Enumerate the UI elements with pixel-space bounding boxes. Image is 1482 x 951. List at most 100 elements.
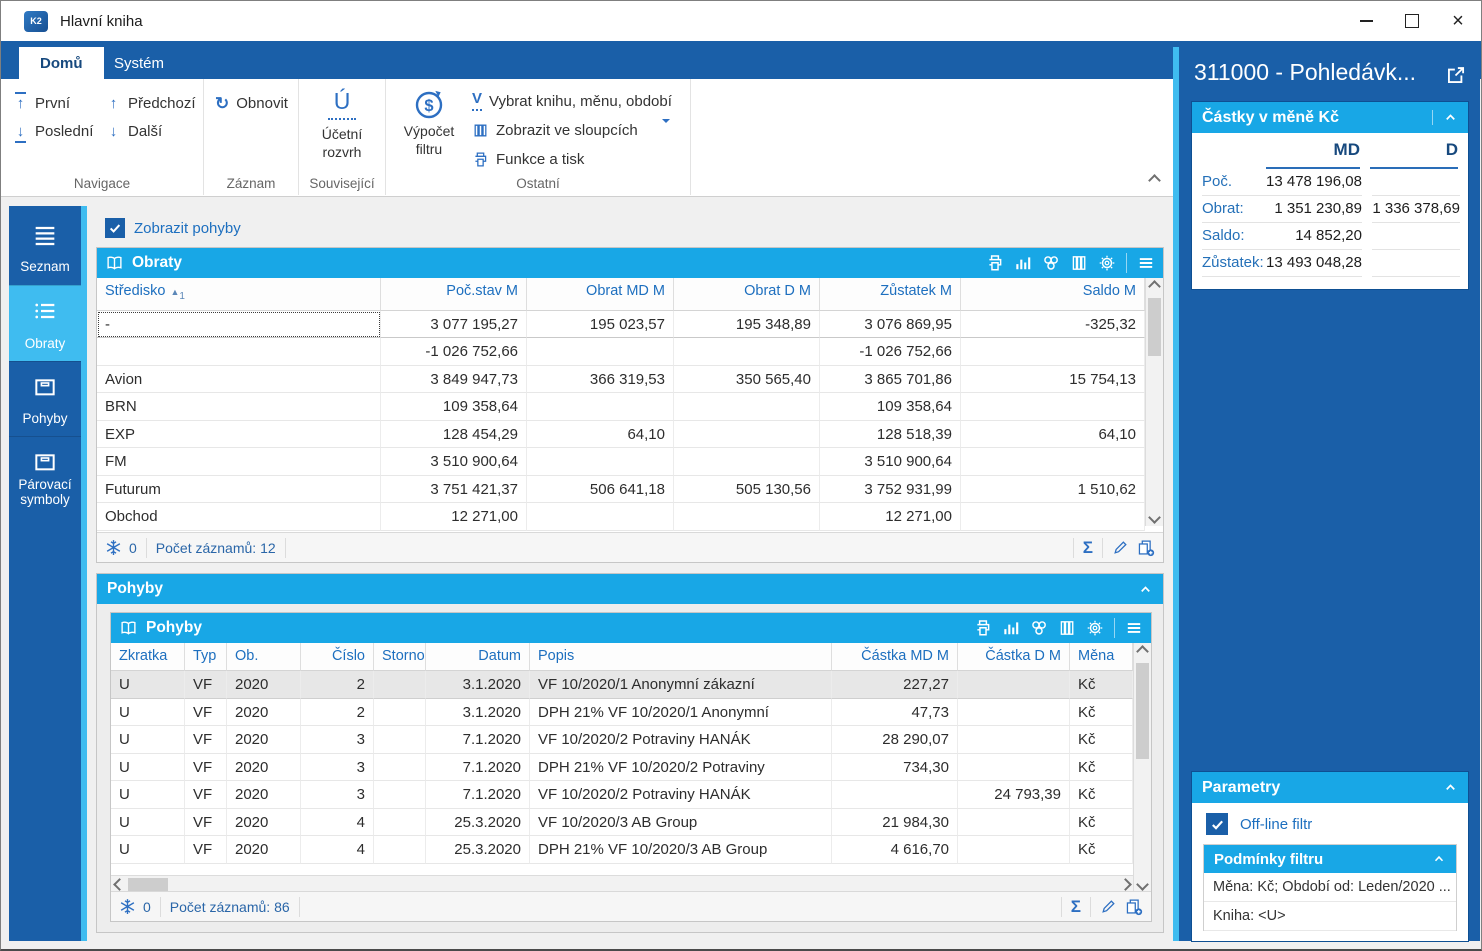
cell-obrat-d[interactable] [674,503,820,531]
column-cislo[interactable]: Číslo [301,643,374,671]
cell-cislo[interactable]: 2 [301,698,374,726]
cell-castka-d[interactable] [958,808,1070,836]
cell-castka-d[interactable] [958,753,1070,781]
sidebar-item-parovaci-symboly[interactable]: Párovací symboly [9,436,81,517]
cell-ob[interactable]: 2020 [227,671,301,699]
grid-menu-icon[interactable] [1137,254,1155,272]
cell-zkratka[interactable]: U [111,781,185,809]
scrollbar-thumb[interactable] [1136,663,1149,759]
obraty-vertical-scrollbar[interactable] [1145,278,1163,526]
cell-storno[interactable] [374,808,426,836]
cell-zkratka[interactable]: U [111,836,185,864]
cell-pocstav[interactable]: 12 271,00 [381,503,527,531]
cell-datum[interactable]: 25.3.2020 [426,808,530,836]
cell-ob[interactable]: 2020 [227,726,301,754]
cell-stredisko[interactable] [97,338,381,366]
cell-obrat-d[interactable] [674,420,820,449]
cell-stredisko[interactable]: - [97,310,381,339]
cell-zkratka[interactable]: U [111,753,185,781]
cell-pocstav[interactable]: 3 510 900,64 [381,448,527,476]
cell-saldo[interactable]: -325,32 [961,310,1145,339]
cell-mena[interactable]: Kč [1070,726,1133,754]
select-book-button[interactable]: V Vybrat knihu, měnu, období [472,90,672,111]
column-storno[interactable]: Storno [374,643,426,671]
cell-popis[interactable]: VF 10/2020/3 AB Group [530,808,832,836]
cell-zkratka[interactable]: U [111,808,185,836]
cell-castka-md[interactable]: 21 984,30 [832,808,958,836]
cell-zustatek[interactable]: 3 752 931,99 [820,475,961,504]
column-zustatek[interactable]: Zůstatek M [820,278,961,311]
cell-typ[interactable]: VF [185,753,227,781]
table-row[interactable]: -1 026 752,66 -1 026 752,66 [97,338,1145,366]
cell-popis[interactable]: DPH 21% VF 10/2020/1 Anonymní [530,698,832,726]
cell-castka-d[interactable] [958,698,1070,726]
cell-cislo[interactable]: 4 [301,808,374,836]
table-row[interactable]: U VF 2020 3 7.1.2020 VF 10/2020/2 Potrav… [111,781,1133,809]
cell-mena[interactable]: Kč [1070,808,1133,836]
cell-saldo[interactable] [961,503,1145,531]
sidebar-item-pohyby[interactable]: Pohyby [9,361,81,436]
panel-splitter[interactable] [1173,47,1179,941]
scroll-up-button[interactable] [1146,278,1163,295]
edit-pencil-icon[interactable] [1112,539,1129,556]
table-row[interactable]: EXP 128 454,29 64,10 128 518,39 64,10 [97,420,1145,449]
cell-obrat-d[interactable]: 505 130,56 [674,475,820,504]
pohyby-collapse-button[interactable] [1128,582,1153,597]
previous-button[interactable]: ↑ Předchozí [106,91,196,115]
cell-zkratka[interactable]: U [111,698,185,726]
cell-typ[interactable]: VF [185,726,227,754]
cell-ob[interactable]: 2020 [227,753,301,781]
cell-datum[interactable]: 7.1.2020 [426,753,530,781]
filter-calculation-button[interactable]: $ Výpočet filtru [394,87,464,158]
cell-pocstav[interactable]: 109 358,64 [381,393,527,421]
cell-obrat-d[interactable] [674,448,820,476]
cell-castka-d[interactable] [958,836,1070,864]
table-row[interactable]: U VF 2020 4 25.3.2020 VF 10/2020/3 AB Gr… [111,808,1133,836]
sidebar-item-obraty[interactable]: Obraty [9,285,81,361]
table-row[interactable]: U VF 2020 3 7.1.2020 DPH 21% VF 10/2020/… [111,753,1133,781]
cell-popis[interactable]: DPH 21% VF 10/2020/3 AB Group [530,836,832,864]
sidebar-item-seznam[interactable]: Seznam [9,211,81,284]
cell-obrat-md[interactable]: 64,10 [527,420,674,449]
dropdown-caret[interactable] [662,119,670,144]
column-view-icon[interactable] [1058,619,1076,637]
cell-obrat-md[interactable] [527,338,674,366]
offline-filter-checkbox[interactable] [1206,813,1228,835]
cell-cislo[interactable]: 2 [301,671,374,699]
tab-domu[interactable]: Domů [19,47,104,79]
tab-system[interactable]: Systém [114,54,165,72]
next-button[interactable]: ↓ Další [106,119,162,143]
print-icon[interactable] [986,254,1004,272]
cell-obrat-md[interactable] [527,503,674,531]
table-row[interactable]: U VF 2020 2 3.1.2020 VF 10/2020/1 Anonym… [111,671,1133,699]
chart-of-accounts-button[interactable]: Ú Účetní rozvrh [321,88,363,160]
cell-obrat-d[interactable] [674,338,820,366]
cell-popis[interactable]: DPH 21% VF 10/2020/2 Potraviny [530,753,832,781]
refresh-button[interactable]: ↻ Obnovit [215,93,288,113]
cell-mena[interactable]: Kč [1070,781,1133,809]
cell-zustatek[interactable]: 12 271,00 [820,503,961,531]
column-view-icon[interactable] [1070,254,1088,272]
cell-ob[interactable]: 2020 [227,836,301,864]
cell-typ[interactable]: VF [185,808,227,836]
column-datum[interactable]: Datum [426,643,530,671]
cell-ob[interactable]: 2020 [227,781,301,809]
cell-mena[interactable]: Kč [1070,698,1133,726]
cell-saldo[interactable]: 15 754,13 [961,365,1145,394]
cell-storno[interactable] [374,781,426,809]
cell-storno[interactable] [374,726,426,754]
cell-storno[interactable] [374,698,426,726]
print-icon[interactable] [974,619,992,637]
cell-zkratka[interactable]: U [111,726,185,754]
grid-menu-icon[interactable] [1125,619,1143,637]
cell-datum[interactable]: 3.1.2020 [426,698,530,726]
cell-zustatek[interactable]: 109 358,64 [820,393,961,421]
table-row[interactable]: - 3 077 195,27 195 023,57 195 348,89 3 0… [97,310,1145,339]
column-typ[interactable]: Typ [185,643,227,671]
cell-saldo[interactable] [961,393,1145,421]
column-saldo[interactable]: Saldo M [961,278,1145,311]
cell-obrat-md[interactable] [527,393,674,421]
table-row[interactable]: FM 3 510 900,64 3 510 900,64 [97,448,1145,476]
cell-mena[interactable]: Kč [1070,753,1133,781]
cell-ob[interactable]: 2020 [227,698,301,726]
